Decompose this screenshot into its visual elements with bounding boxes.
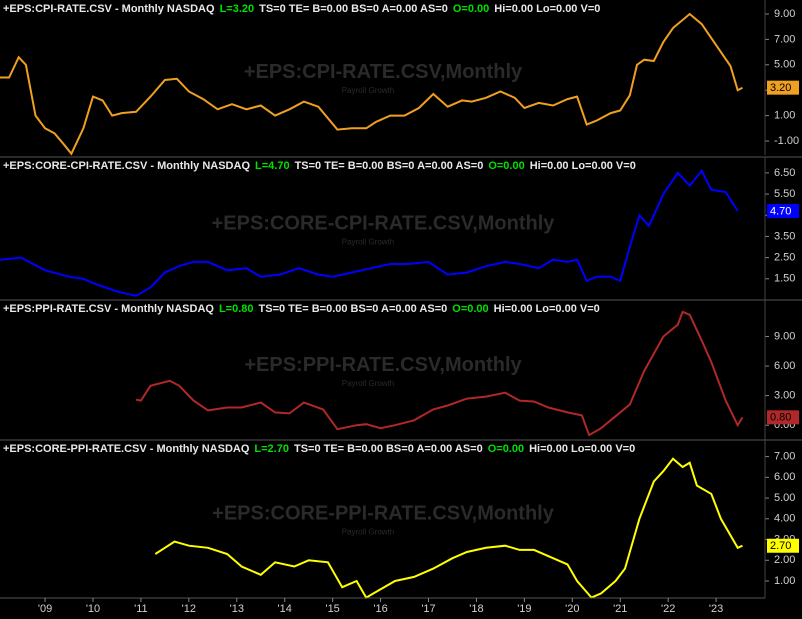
panel-header: +EPS:CORE-PPI-RATE.CSV - Monthly NASDAQ L… [3, 443, 635, 455]
y-tick-label: 1.50 [774, 273, 795, 285]
y-tick-label: 9.00 [774, 8, 795, 20]
watermark: +EPS:PPI-RATE.CSV,Monthly [244, 354, 522, 376]
header-part: O=0.00 [488, 443, 524, 455]
x-tick-label: '13 [230, 603, 244, 615]
panel-header: +EPS:CORE-CPI-RATE.CSV - Monthly NASDAQ L… [3, 160, 636, 172]
x-tick-label: '10 [86, 603, 100, 615]
x-tick-label: '11 [134, 603, 148, 615]
watermark: +EPS:CORE-CPI-RATE.CSV,Monthly [212, 212, 556, 234]
header-part: +EPS:CORE-CPI-RATE.CSV - Monthly NASDAQ [3, 160, 250, 172]
watermark: +EPS:CORE-PPI-RATE.CSV,Monthly [212, 503, 555, 525]
y-tick-label: 3.00 [774, 390, 795, 402]
y-tick-label: 5.00 [774, 492, 795, 504]
header-part: O=0.00 [488, 160, 524, 172]
header-part: O=0.00 [453, 3, 489, 15]
y-tick-label: 4.00 [774, 513, 795, 525]
y-tick-label: 5.00 [774, 59, 795, 71]
last-value-marker [767, 204, 799, 219]
header-part: +EPS:PPI-RATE.CSV - Monthly NASDAQ [3, 303, 214, 315]
header-part: L=3.20 [220, 3, 255, 15]
x-tick-label: '22 [661, 603, 675, 615]
header-part: L=0.80 [219, 303, 254, 315]
y-tick-label: 5.50 [774, 188, 795, 200]
y-tick-label: 2.00 [774, 554, 795, 566]
last-value-label: 4.70 [770, 205, 791, 217]
header-part: TS=0 TE= B=0.00 BS=0 A=0.00 AS=0 [294, 443, 483, 455]
header-part: Hi=0.00 Lo=0.00 V=0 [530, 160, 636, 172]
series-line [0, 168, 739, 297]
y-tick-label: 6.00 [774, 471, 795, 483]
last-value-marker [767, 538, 799, 553]
last-value-marker [767, 410, 799, 425]
series-line [135, 310, 744, 437]
header-part: O=0.00 [452, 303, 488, 315]
header-part: +EPS:CPI-RATE.CSV - Monthly NASDAQ [3, 3, 215, 15]
x-tick-label: '17 [421, 603, 435, 615]
header-part: Hi=0.00 Lo=0.00 V=0 [494, 303, 600, 315]
panel-header: +EPS:CPI-RATE.CSV - Monthly NASDAQ L=3.20… [3, 3, 600, 15]
y-tick-label: 9.00 [774, 330, 795, 342]
last-value-label: 0.80 [770, 412, 791, 424]
header-part: Hi=0.00 Lo=0.00 V=0 [529, 443, 635, 455]
x-tick-label: '20 [565, 603, 579, 615]
watermark-subtitle: Payroll Growth [342, 86, 394, 95]
y-tick-label: 6.50 [774, 167, 795, 179]
y-tick-label: 3.50 [774, 230, 795, 242]
header-part: +EPS:CORE-PPI-RATE.CSV - Monthly NASDAQ [3, 443, 250, 455]
x-tick-label: '15 [325, 603, 339, 615]
y-tick-label: 1.00 [774, 110, 795, 122]
header-part: L=2.70 [254, 443, 289, 455]
y-tick-label: 6.00 [774, 360, 795, 372]
series-line [0, 12, 743, 156]
header-part: TS=0 TE= B=0.00 BS=0 A=0.00 AS=0 [259, 3, 448, 15]
watermark: +EPS:CPI-RATE.CSV,Monthly [244, 61, 523, 83]
header-part: Hi=0.00 Lo=0.00 V=0 [494, 3, 600, 15]
last-value-label: 3.20 [770, 82, 791, 94]
x-tick-label: '21 [613, 603, 627, 615]
watermark-subtitle: Payroll Growth [342, 237, 394, 246]
header-part: TS=0 TE= B=0.00 BS=0 A=0.00 AS=0 [259, 303, 448, 315]
y-tick-label: -1.00 [774, 135, 799, 147]
y-tick-label: 7.00 [774, 33, 795, 45]
x-tick-label: '19 [517, 603, 531, 615]
panel-header: +EPS:PPI-RATE.CSV - Monthly NASDAQ L=0.80… [3, 303, 600, 315]
x-tick-label: '23 [709, 603, 723, 615]
header-part: TS=0 TE= B=0.00 BS=0 A=0.00 AS=0 [295, 160, 484, 172]
y-tick-label: 7.00 [774, 450, 795, 462]
watermark-subtitle: Payroll Growth [342, 527, 394, 536]
header-part: L=4.70 [255, 160, 290, 172]
x-tick-label: '16 [373, 603, 387, 615]
x-tick-label: '09 [38, 603, 52, 615]
watermark-subtitle: Payroll Growth [342, 379, 394, 388]
x-tick-label: '14 [278, 603, 292, 615]
x-tick-label: '12 [182, 603, 196, 615]
series-line [154, 457, 743, 599]
y-tick-label: 1.00 [774, 575, 795, 587]
last-value-label: 2.70 [770, 540, 791, 552]
last-value-marker [767, 80, 799, 95]
x-tick-label: '18 [469, 603, 483, 615]
y-tick-label: 2.50 [774, 252, 795, 264]
